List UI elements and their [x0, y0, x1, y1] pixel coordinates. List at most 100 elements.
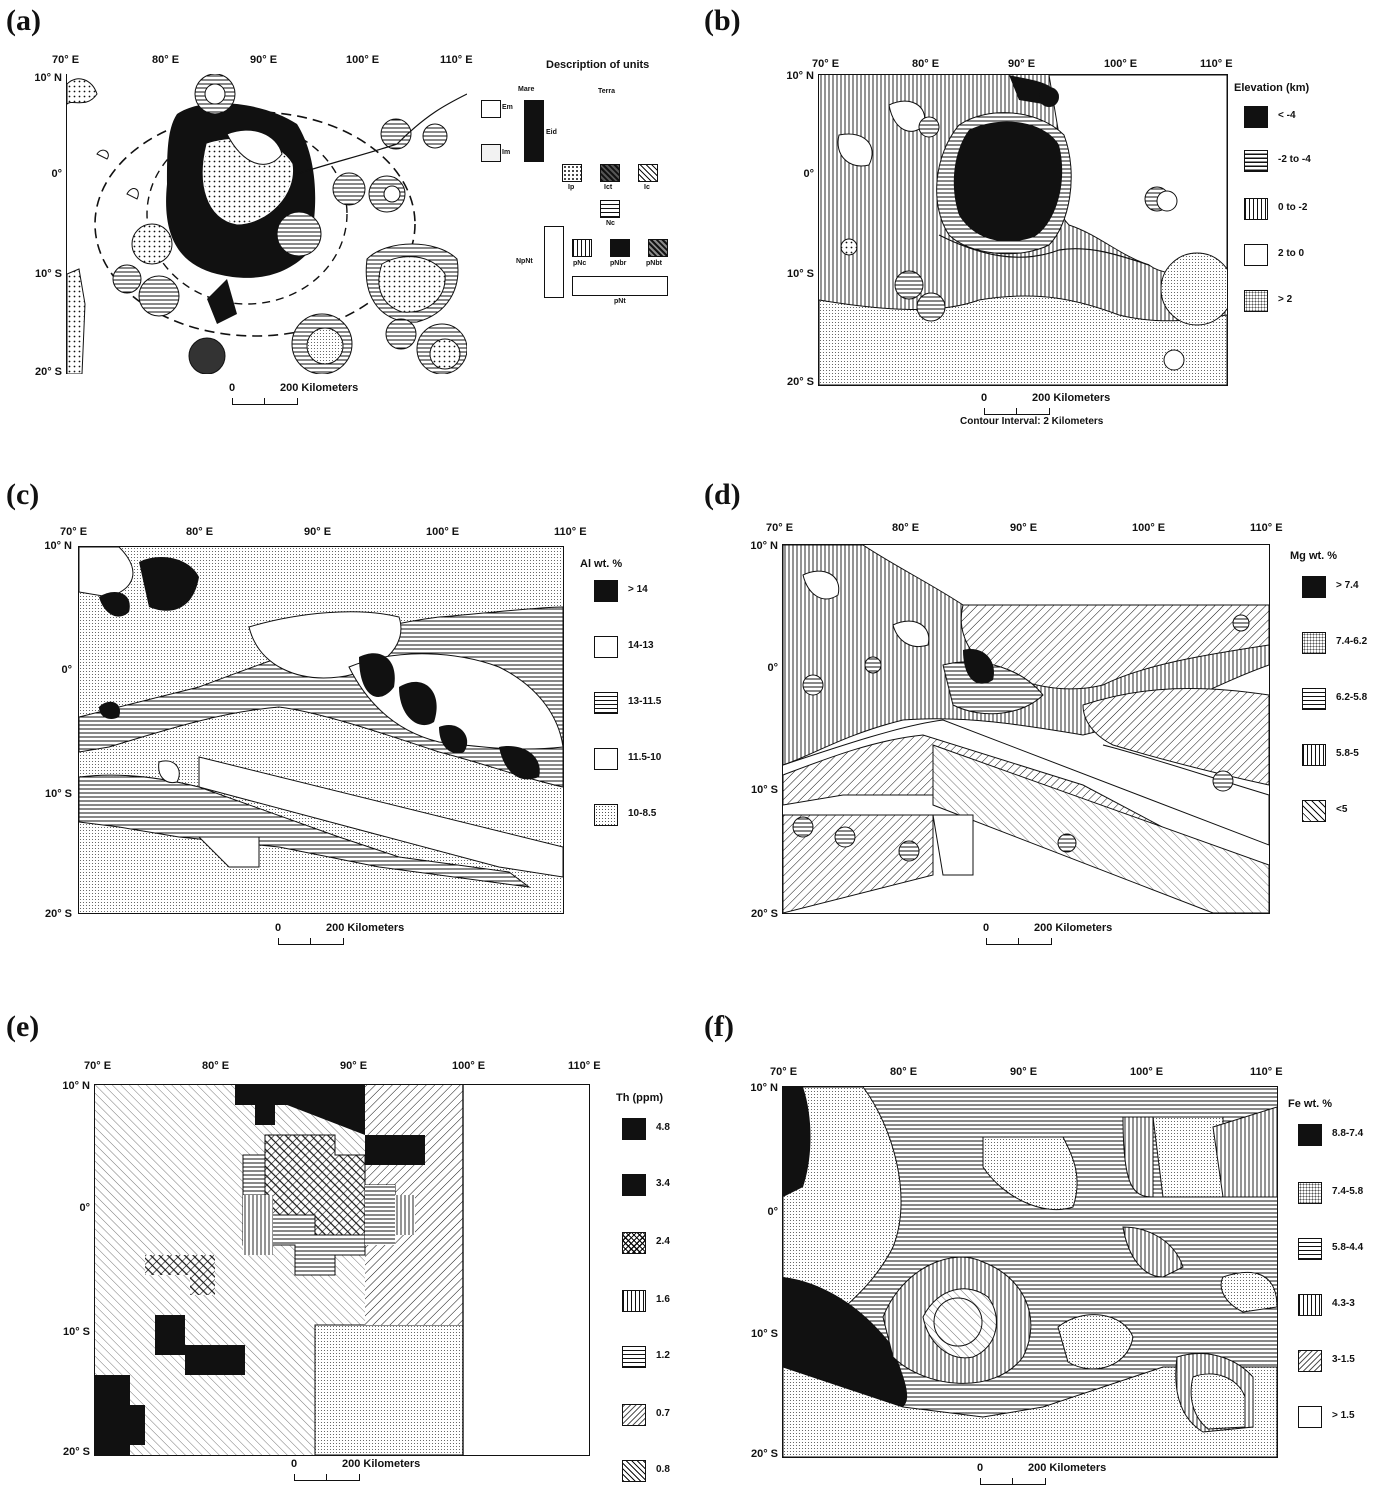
scale-zero: 0: [291, 1458, 298, 1470]
legend-swatch: [1298, 1238, 1322, 1260]
unit-swatch-ip: [562, 164, 582, 182]
lon-label: 70° E: [84, 1060, 112, 1072]
unit-swatch-ic: [638, 164, 658, 182]
lat-label: 10° N: [750, 1082, 778, 1094]
scale-label: 200 Kilometers: [342, 1458, 421, 1470]
lat-label: 0°: [767, 1206, 778, 1218]
lon-label: 110° E: [1250, 522, 1283, 534]
panel-c-letter: (c): [6, 478, 40, 511]
legend-swatch: [1298, 1406, 1322, 1428]
elevation-legend-title: Elevation (km): [1234, 82, 1310, 94]
lon-label: 70° E: [770, 1066, 798, 1078]
panel-a-geologic-map: (a) 70° E 80° E 90° E 100° E 110° E 10° …: [6, 4, 696, 484]
lon-label: 100° E: [1130, 1066, 1164, 1078]
legend-swatch: [1302, 576, 1326, 598]
legend-label: 1.6: [656, 1294, 670, 1305]
lon-label: 100° E: [1132, 522, 1166, 534]
lon-label: 80° E: [890, 1066, 918, 1078]
unit-label-eid: Eid: [546, 129, 557, 136]
panel-f-letter: (f): [704, 1010, 734, 1043]
lat-label: 10° S: [44, 788, 72, 800]
legend-swatch: [1302, 688, 1326, 710]
scale-label: 200 Kilometers: [326, 922, 405, 934]
legend-swatch: [1244, 198, 1268, 220]
legend-swatch: [1302, 800, 1326, 822]
map-area: [66, 74, 467, 374]
scale-zero: 0: [229, 382, 236, 394]
lat-label: 10° N: [34, 72, 62, 84]
lon-label: 90° E: [250, 54, 278, 66]
scale-bar-graphic: [294, 1474, 360, 1481]
unit-label-pnbt: pNbt: [646, 260, 662, 267]
scale-bar-graphic: [980, 1478, 1046, 1485]
scale-zero: 0: [983, 922, 990, 934]
unit-label-nc: Nc: [606, 220, 615, 227]
scale-zero: 0: [981, 392, 988, 404]
scale-zero: 0: [977, 1462, 984, 1474]
terra-label: Terra: [598, 88, 615, 95]
lon-label: 80° E: [152, 54, 180, 66]
map-area: [818, 74, 1228, 386]
lat-label: 10° N: [786, 70, 814, 82]
legend-label: 5.8-5: [1336, 748, 1359, 759]
lat-label: 20° S: [62, 1446, 90, 1458]
legend-label: 3-1.5: [1332, 1354, 1355, 1365]
lat-label: 10° N: [750, 540, 778, 552]
legend-label: 14-13: [628, 640, 654, 651]
lon-label: 80° E: [912, 58, 940, 70]
legend-label: 3.4: [656, 1178, 670, 1189]
lat-label: 10° S: [750, 784, 778, 796]
legend-label: 0.8: [656, 1464, 670, 1475]
legend-swatch: [622, 1232, 646, 1254]
lon-label: 100° E: [346, 54, 380, 66]
panel-f-iron-map: (f) 70° E 80° E 90° E 100° E 110° E 10° …: [704, 1010, 1394, 1490]
lon-label: 80° E: [892, 522, 920, 534]
lat-label: 0°: [803, 168, 814, 180]
unit-swatch-pnbr: [610, 239, 630, 257]
lat-label: 0°: [767, 662, 778, 674]
legend-label: 11.5-10: [628, 752, 662, 763]
map-area: [78, 546, 564, 914]
legend-swatch: [1298, 1294, 1322, 1316]
th-legend-title: Th (ppm): [616, 1092, 664, 1104]
unit-label-pnbr: pNbr: [610, 260, 627, 267]
legend-label: 2.4: [656, 1236, 670, 1247]
unit-label-ic: Ic: [644, 184, 650, 191]
legend-swatch: [1244, 244, 1268, 266]
lon-label: 110° E: [1250, 1066, 1283, 1078]
lat-label: 20° S: [34, 366, 62, 378]
unit-swatch-im: [481, 144, 501, 162]
panel-e-thorium-map: (e) 70° E 80° E 90° E 100° E 110° E 10° …: [6, 1010, 696, 1490]
unit-swatch-nc: [600, 200, 620, 218]
lon-label: 70° E: [60, 526, 88, 538]
lon-label: 100° E: [426, 526, 460, 538]
lat-label: 20° S: [786, 376, 814, 388]
legend-swatch: [594, 804, 618, 826]
legend-swatch: [1298, 1350, 1322, 1372]
legend-swatch: [1302, 632, 1326, 654]
lat-label: 10° S: [786, 268, 814, 280]
unit-label-pnt: pNt: [614, 298, 626, 305]
lat-label: 10° S: [62, 1326, 90, 1338]
panel-d-magnesium-map: (d) 70° E 80° E 90° E 100° E 110° E 10° …: [704, 478, 1394, 958]
legend-swatch: [1298, 1124, 1322, 1146]
legend-swatch: [622, 1404, 646, 1426]
panel-b-elevation-map: (b) 70° E 80° E 90° E 100° E 110° E 10° …: [704, 4, 1394, 484]
units-legend-title: Description of units: [546, 59, 650, 71]
legend-label: 0 to -2: [1278, 202, 1308, 213]
legend-swatch: [622, 1118, 646, 1140]
legend-swatch: [594, 636, 618, 658]
map-area: [782, 544, 1270, 914]
legend-label: 4.3-3: [1332, 1298, 1355, 1309]
mare-label: Mare: [518, 86, 535, 93]
legend-label: <5: [1336, 804, 1348, 815]
panel-c-aluminum-map: (c) 70° E 80° E 90° E 100° E 110° E 10° …: [6, 478, 696, 958]
legend-swatch: [1302, 744, 1326, 766]
scale-label: 200 Kilometers: [1034, 922, 1113, 934]
panel-e-letter: (e): [6, 1010, 40, 1043]
legend-label: 8.8-7.4: [1332, 1128, 1364, 1139]
lon-label: 110° E: [1200, 58, 1233, 70]
legend-swatch: [1298, 1182, 1322, 1204]
legend-label: 7.4-5.8: [1332, 1186, 1364, 1197]
lat-label: 0°: [61, 664, 72, 676]
